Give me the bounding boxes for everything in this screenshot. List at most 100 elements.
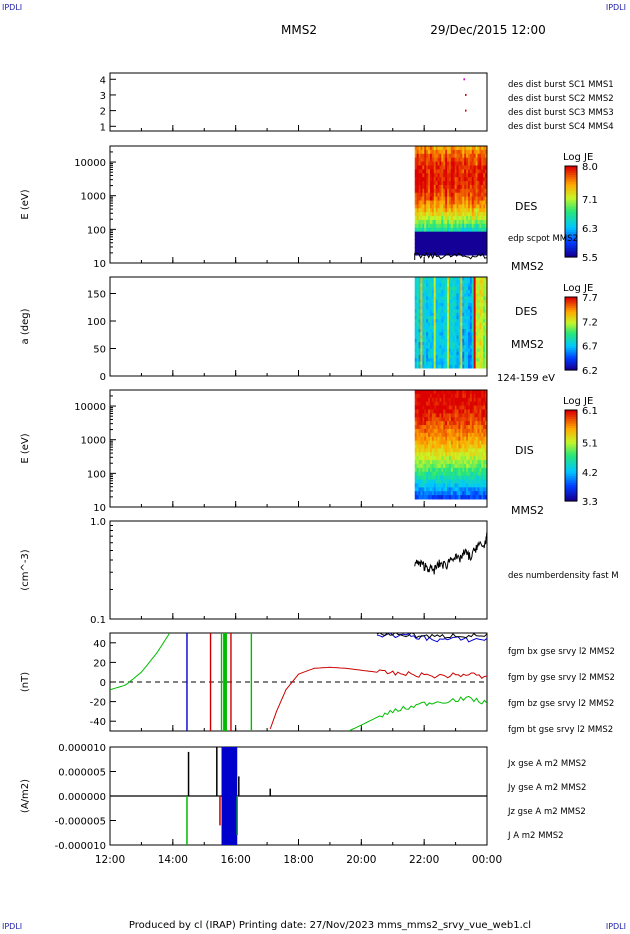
- panel-1-colorbar-cell: [565, 238, 577, 242]
- panel-3-colorbar-cell: [565, 412, 577, 416]
- panel-1-colorbar-cell: [565, 181, 577, 185]
- panel-3-colorbar-cell: [565, 482, 577, 486]
- panel-3-colorbar-cell: [565, 485, 577, 488]
- panel-1-colorbar-tick: 6.3: [582, 224, 598, 235]
- panel-3-colorbar-cell: [565, 432, 577, 436]
- time-tick-label: 00:00: [472, 854, 502, 866]
- panel-3-ytick-label: 10: [93, 503, 106, 514]
- panel-5-legend: fgm bt gse srvy l2 MMS2: [508, 725, 613, 735]
- panel-3-colorbar-cell: [565, 414, 577, 418]
- panel-3-colorbar-cell: [565, 487, 577, 491]
- panel-1-colorbar-cell: [565, 247, 577, 251]
- panel-1-ytick-label: 1000: [81, 192, 106, 203]
- panel-3-ytick-label: 10000: [74, 402, 106, 413]
- time-tick-label: 14:00: [158, 854, 188, 866]
- panel-2-ytick-label: 150: [87, 290, 106, 301]
- panel-4-frame: [109, 520, 488, 620]
- panel-3-colorbar-cell: [565, 421, 577, 425]
- panel-5-ytick-label: -40: [90, 717, 106, 728]
- panel-3-colorbar-cell: [565, 419, 577, 422]
- panel-5-plot-area: [110, 633, 487, 731]
- panel-5-ytick-label: 40: [93, 639, 106, 650]
- panel-6-plot-area: [110, 747, 487, 845]
- panel-3-colorbar-cell: [565, 446, 577, 450]
- panel-2-colorbar-cell: [565, 349, 577, 353]
- panel-6-legend: J A m2 MMS2: [507, 831, 564, 841]
- panel-0-point: [465, 93, 467, 96]
- corner-label-bl: IPDLI: [2, 922, 23, 931]
- panel-1-colorbar-cell: [565, 250, 577, 254]
- panel-6-burst-block: [221, 747, 238, 845]
- panel-5-ytick-label: 0: [100, 678, 106, 689]
- panel-3-colorbar-cell: [565, 416, 577, 420]
- panel-2-colorbar-cell: [565, 357, 577, 360]
- panel-1-colorbar-cell: [565, 206, 577, 210]
- footer: Produced by cl (IRAP) Printing date: 27/…: [129, 920, 531, 931]
- panel-2-colorbar-tick: 7.2: [582, 317, 598, 328]
- panel-5-series-2: [376, 633, 487, 643]
- panel-3-sublabel: MMS2: [511, 504, 544, 517]
- panel-3-colorbar-cell: [565, 460, 577, 463]
- panel-5-legend: fgm by gse srvy l2 MMS2: [508, 673, 615, 683]
- panel-5-legend: fgm bz gse srvy l2 MMS2: [508, 699, 614, 709]
- panel-3-colorbar-frame: [564, 409, 578, 502]
- panel-2-colorbar-cell: [565, 355, 577, 358]
- panel-2-colorbar-cell: [565, 322, 577, 325]
- panel-4-series-density: [414, 532, 488, 575]
- panel-3-colorbar-cell: [565, 473, 577, 477]
- panel-1-colorbar-cell: [565, 241, 577, 244]
- panel-2-colorbar-cell: [565, 311, 577, 315]
- panel-3-colorbar-cell: [565, 448, 577, 452]
- panel-1-colorbar-cell: [565, 245, 577, 249]
- panel-3-colorbar-cell: [565, 428, 577, 432]
- panel-3-colorbar-cell: [565, 425, 577, 429]
- panel-3-ylabel: E (eV): [20, 433, 31, 463]
- panel-1-colorbar-cell: [565, 204, 577, 208]
- panel-2-colorbar-title: Log JE: [563, 283, 593, 294]
- corner-label-tl: IPDLI: [2, 3, 23, 12]
- panel-1-colorbar-cell: [565, 211, 577, 215]
- panel-1-colorbar-cell: [565, 229, 577, 233]
- panel-6-ytick-label: 0.000000: [58, 792, 106, 803]
- panel-2-colorbar-cell: [565, 333, 577, 336]
- panel-2-colorbar-cell: [565, 337, 577, 340]
- panel-1-sublabel: MMS2: [511, 260, 544, 273]
- panel-3-colorbar-tick: 4.2: [582, 468, 598, 479]
- panel-1-colorbar-cell: [565, 191, 577, 194]
- panel-3-colorbar-cell: [565, 480, 577, 484]
- panel-2-colorbar-cell: [565, 344, 577, 347]
- panel-1-colorbar-cell: [565, 213, 577, 217]
- panel-0-frame: [109, 72, 488, 132]
- panel-3-colorbar-cell: [565, 430, 577, 434]
- panel-2-colorbar-cell: [565, 302, 577, 305]
- panel-2-colorbar-cell: [565, 328, 577, 331]
- panel-2-ytick-label: 0: [100, 372, 106, 383]
- corner-label-tr: IPDLI: [605, 3, 626, 12]
- panel-1-colorbar-cell: [565, 234, 577, 238]
- panel-2-colorbar-cell: [565, 304, 577, 307]
- panel-2-colorbar-cell: [565, 346, 577, 349]
- header-datetime: 29/Dec/2015 12:00: [430, 23, 546, 37]
- panel-2-ylabel: a (deg): [20, 308, 31, 344]
- panel-1-colorbar-cell: [565, 177, 577, 181]
- panel-1-colorbar-cell: [565, 202, 577, 206]
- panel-1-colorbar-cell: [565, 170, 577, 174]
- panel-2-colorbar-cell: [565, 317, 577, 320]
- panel-2-colorbar-cell: [565, 348, 577, 351]
- panel-3-colorbar-cell: [565, 437, 577, 441]
- panel-2-ytick-label: 50: [93, 345, 106, 356]
- panel-2-colorbar-cell: [565, 326, 577, 329]
- panel-1-colorbar-cell: [565, 216, 577, 219]
- panel-1-ytick-label: 10: [93, 259, 106, 270]
- panel-4-ytick-label: 1.0: [90, 517, 106, 528]
- panel-5-series-1: [110, 633, 487, 731]
- panel-3-colorbar-cell: [565, 450, 577, 454]
- panel-1-overlay-label: edp scpot MMS2: [508, 234, 578, 244]
- panel-2-colorbar-cell: [565, 368, 577, 371]
- panel-2-colorbar-cell: [565, 366, 577, 369]
- panel-2-colorbar-tick: 7.7: [582, 293, 598, 304]
- panel-5-spike-band: [223, 633, 227, 731]
- panel-3-ytick-label: 1000: [81, 436, 106, 447]
- panel-1-colorbar-cell: [565, 195, 577, 199]
- panel-2-colorbar-tick: 6.2: [582, 366, 598, 377]
